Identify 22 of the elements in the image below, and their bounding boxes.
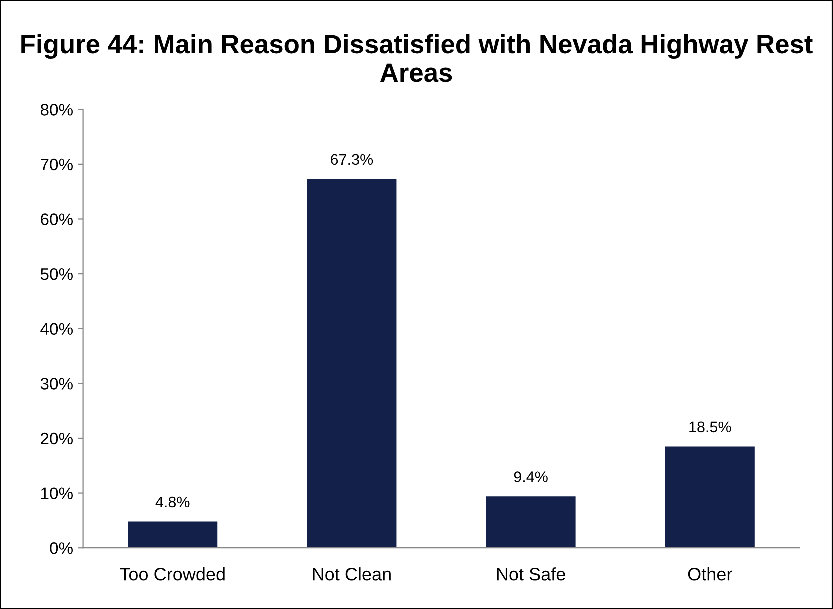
y-tick-label: 30% [40,378,73,390]
y-tick-label: 80% [40,104,73,116]
chart-title: Figure 44: Main Reason Dissatisfied with Nevada Highway Rest Areas [22,34,813,82]
y-tick-label: 40% [40,323,73,336]
x-tick-label: Not Clean [313,568,391,581]
y-tick-label: 20% [41,432,73,445]
data-label: 4.8% [156,496,190,508]
bar [665,446,755,548]
data-label: 9.4% [514,472,548,482]
data-label: 67.3% [331,154,374,166]
bar [307,179,397,548]
y-tick-label: 50% [40,268,73,280]
y-tick-label: 0% [50,542,73,554]
y-tick-label: 60% [41,214,73,226]
x-tick-label: Not Safe [497,568,566,581]
x-tick-label: Too Crowded [120,568,225,581]
bar [486,496,576,548]
y-tick-label: 70% [41,158,73,171]
x-tick-label: Other [688,568,732,581]
data-label: 18.5% [690,422,732,433]
y-tick-label: 10% [41,488,73,500]
bar [128,522,218,548]
